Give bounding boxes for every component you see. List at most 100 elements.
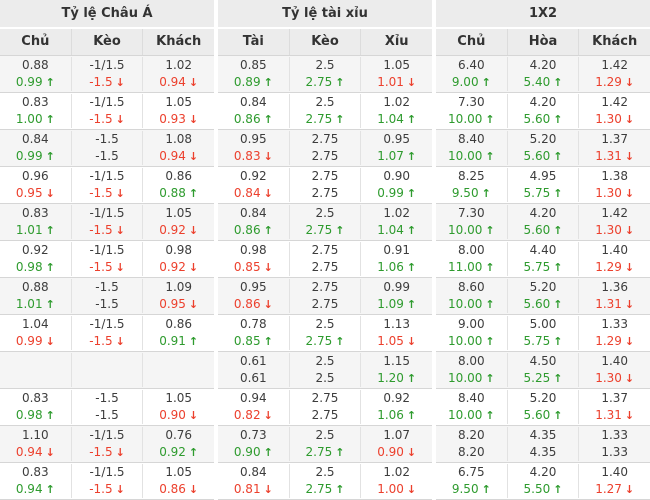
column-header-line: Kèo [288, 29, 361, 55]
odds-cell: 0.92 0.98 ↑ [0, 242, 71, 276]
odds-open-value: -1/1.5 [89, 206, 125, 220]
odds-cell: -1.5 -1.5 [70, 390, 143, 424]
odds-live-value: 0.82 ↓ [233, 408, 273, 422]
odds-live-value: -1.5 ↓ [89, 445, 125, 459]
odds-cell: 1.02 1.00 ↓ [360, 464, 432, 498]
odds-live-value: -1.5 ↓ [89, 223, 125, 237]
odds-cell: -1/1.5 -1.5 ↓ [70, 242, 143, 276]
trend-down-icon: ↓ [624, 261, 635, 274]
trend-up-icon: ↑ [553, 76, 563, 89]
odds-open-value: 1.05 [165, 95, 193, 109]
trend-up-icon: ↑ [335, 224, 345, 237]
odds-cell: 0.88 1.01 ↑ [0, 279, 71, 313]
odds-open-value: 0.84 [239, 95, 267, 109]
trend-down-icon: ↓ [45, 187, 55, 200]
odds-open-value: 0.86 [165, 169, 193, 183]
trend-up-icon: ↑ [406, 261, 417, 274]
trend-down-icon: ↓ [115, 446, 125, 459]
odds-cell: 8.60 10.00 ↑ [436, 279, 507, 313]
trend-up-icon: ↑ [263, 76, 273, 89]
odds-cell: 0.95 0.86 ↓ [218, 279, 289, 313]
odds-row: 1.04 0.99 ↓ -1/1.5 -1.5 ↓ 0.86 0.91 ↑ [0, 315, 214, 352]
odds-open-value: 2.5 [315, 317, 335, 331]
trend-down-icon: ↓ [115, 76, 125, 89]
odds-row: 0.78 0.85 ↑ 2.5 2.75 ↑ 1.13 1.05 ↓ [218, 315, 432, 352]
odds-live-value: 1.31 ↓ [595, 149, 635, 163]
odds-live-value: 0.90 ↓ [159, 408, 199, 422]
odds-open-value: 1.15 [383, 354, 411, 368]
trend-up-icon: ↑ [485, 113, 495, 126]
odds-cell: 1.15 1.20 ↑ [360, 353, 432, 387]
trend-up-icon: ↑ [45, 261, 55, 274]
odds-open-value: 6.75 [457, 465, 485, 479]
odds-cell: 1.13 1.05 ↓ [360, 316, 432, 350]
odds-open-value: 1.37 [601, 132, 629, 146]
trend-up-icon: ↑ [485, 224, 495, 237]
trend-up-icon: ↑ [406, 298, 417, 311]
odds-live-value: 5.60 ↑ [523, 112, 563, 126]
odds-cell: 8.25 9.50 ↑ [436, 168, 507, 202]
odds-live-value: 2.5 [315, 371, 335, 385]
odds-open-value: 1.02 [383, 95, 411, 109]
trend-up-icon: ↑ [335, 113, 345, 126]
trend-up-icon: ↑ [406, 150, 417, 163]
trend-down-icon: ↓ [624, 187, 635, 200]
odds-open-value: 1.05 [165, 465, 193, 479]
odds-open-value: 0.92 [21, 243, 49, 257]
odds-cell: 1.38 1.30 ↓ [578, 168, 650, 202]
section-rows-1x2: 6.40 9.00 ↑ 4.20 5.40 ↑ 1.42 1.29 ↓ 7.30 10.00 ↑ 4.2… [436, 55, 650, 500]
odds-cell: 0.83 0.98 ↑ [0, 390, 71, 424]
odds-cell: 1.07 0.90 ↓ [360, 427, 432, 461]
odds-cell: 4.20 5.40 ↑ [506, 57, 579, 91]
odds-live-value: -1.5 ↓ [89, 75, 125, 89]
column-header-away-win: Khách [578, 29, 650, 55]
odds-live-value: 1.33 [601, 445, 629, 459]
column-headers-over-under: Tài Kèo Xỉu [218, 29, 432, 55]
column-header-under: Xỉu [360, 29, 432, 55]
odds-cell: 4.40 5.75 ↑ [506, 242, 579, 276]
odds-open-value: 2.5 [315, 354, 335, 368]
odds-open-value: 0.98 [239, 243, 267, 257]
odds-live-value: 1.04 ↑ [377, 223, 417, 237]
odds-live-value: 2.75 ↑ [305, 223, 345, 237]
odds-open-value: 0.92 [383, 391, 411, 405]
odds-open-value: 4.20 [529, 58, 557, 72]
trend-up-icon: ↑ [406, 409, 417, 422]
odds-cell: -1/1.5 -1.5 ↓ [70, 316, 143, 350]
odds-cell: 1.40 1.29 ↓ [578, 242, 650, 276]
odds-open-value: 1.10 [21, 428, 49, 442]
odds-live-value [72, 370, 143, 387]
odds-cell: 0.84 0.99 ↑ [0, 131, 71, 165]
odds-row: 0.73 0.90 ↑ 2.5 2.75 ↑ 1.07 0.90 ↓ [218, 426, 432, 463]
odds-live-value: 0.94 ↑ [15, 482, 55, 496]
odds-open-value: 0.85 [239, 58, 267, 72]
odds-row: 0.95 0.86 ↓ 2.75 2.75 0.99 1.09 ↑ [218, 278, 432, 315]
odds-row: 8.40 10.00 ↑ 5.20 5.60 ↑ 1.37 1.31 ↓ [436, 130, 650, 167]
trend-down-icon: ↓ [624, 409, 635, 422]
odds-live-value: -1.5 ↓ [89, 334, 125, 348]
odds-live-value: 2.75 ↑ [305, 75, 345, 89]
column-header-home-win: Chủ [457, 34, 486, 49]
odds-cell: 0.84 0.86 ↑ [218, 205, 289, 239]
section-1x2: 1X2 Chủ Hòa Khách 6.40 9.00 ↑ 4.20 5.40 ↑ 1.42… [436, 0, 650, 500]
odds-live-value: 1.30 ↓ [595, 371, 635, 385]
odds-open-value: 2.5 [315, 58, 335, 72]
odds-cell: 5.00 5.75 ↑ [506, 316, 579, 350]
odds-row: 8.25 9.50 ↑ 4.95 5.75 ↑ 1.38 1.30 ↓ [436, 167, 650, 204]
odds-live-value: 9.50 ↑ [451, 186, 491, 200]
trend-down-icon: ↓ [624, 483, 635, 496]
odds-open-value: 1.13 [383, 317, 411, 331]
trend-down-icon: ↓ [45, 335, 55, 348]
trend-up-icon: ↑ [45, 224, 55, 237]
odds-open-value: 5.00 [529, 317, 557, 331]
trend-down-icon: ↓ [115, 261, 125, 274]
odds-open-value: -1.5 [95, 280, 119, 294]
odds-live-value: 0.86 ↑ [233, 112, 273, 126]
odds-cell: 1.42 1.29 ↓ [578, 57, 650, 91]
odds-live-value: -1.5 ↓ [89, 482, 125, 496]
section-title-asian: Tỷ lệ Châu Á [0, 0, 214, 27]
trend-down-icon: ↓ [263, 409, 273, 422]
odds-cell: 1.40 1.30 ↓ [578, 353, 650, 387]
odds-live-value: 0.99 ↓ [15, 334, 55, 348]
odds-cell: -1/1.5 -1.5 ↓ [70, 464, 143, 498]
